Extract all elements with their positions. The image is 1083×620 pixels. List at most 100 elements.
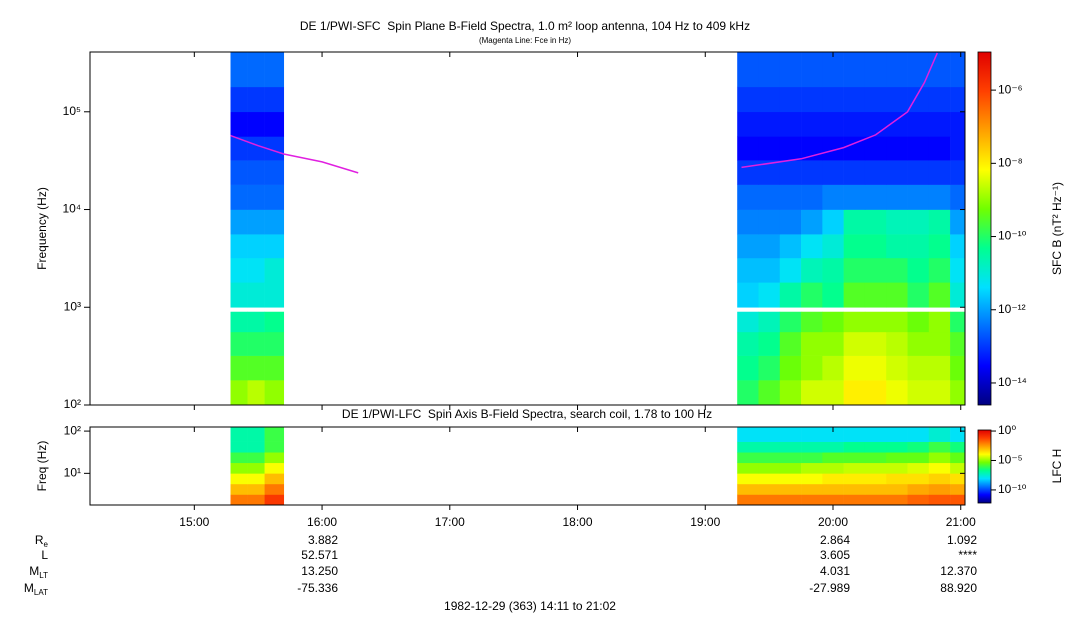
spectrogram-cell [928, 494, 951, 505]
spectrogram-cell [801, 86, 823, 113]
spectrogram-cell [843, 441, 866, 453]
spectrogram-cell [843, 184, 866, 210]
spectrogram-cell [843, 427, 866, 442]
spectrogram-cell [950, 483, 965, 495]
spectrogram-cell [264, 160, 285, 185]
x-tick-label: 21:00 [946, 515, 976, 529]
spectrogram-cell [928, 483, 951, 495]
spectrogram-cell [886, 184, 908, 210]
spectrogram-cell [822, 234, 844, 259]
spectrogram-cell [864, 331, 887, 356]
spectrogram-cell [950, 257, 965, 283]
spectrogram-cell [230, 282, 248, 308]
spectrogram-cell [907, 111, 930, 137]
plot-frame [89, 51, 966, 406]
spectrogram-cell [264, 282, 285, 308]
spectrogram-cell [801, 494, 823, 505]
spectrogram-cell [907, 331, 930, 356]
spectrogram-cell [264, 441, 285, 453]
spectrogram-cell [758, 282, 781, 308]
spectrogram-cell [801, 355, 823, 381]
spectrogram-cell [801, 160, 823, 185]
spectrogram-cell [758, 160, 781, 185]
spectrogram-cell [758, 427, 781, 442]
spectrogram-cell [843, 86, 866, 113]
spectrogram-cell [864, 473, 887, 485]
spectrogram-cell [950, 473, 965, 485]
spectrogram-cell [737, 282, 759, 308]
spectrogram-cell [907, 427, 930, 442]
ephemeris-value: 1.092 [947, 533, 977, 547]
spectrogram-cell [758, 473, 781, 485]
ephemeris-value: 13.250 [301, 564, 338, 578]
spectrogram-cell [950, 160, 965, 185]
spectrogram-cell [843, 282, 866, 308]
spectrogram-cell [864, 462, 887, 474]
spectrogram-cell [247, 483, 265, 495]
spectrogram-cell [864, 311, 887, 333]
x-tick-label: 19:00 [690, 515, 720, 529]
spectrogram-cell [230, 473, 248, 485]
spectrogram-cell [801, 184, 823, 210]
spectrogram-cell [737, 331, 759, 356]
spectrogram-cell [758, 209, 781, 235]
y-axis-label: Freq (Hz) [35, 441, 49, 492]
spectrogram-cell [758, 380, 781, 405]
spectrogram-cell [779, 52, 802, 88]
spectrogram-cell [907, 473, 930, 485]
colorbar-tick-label: 10⁰ [998, 423, 1016, 437]
spectrogram-cell [864, 483, 887, 495]
x-tick-label: 18:00 [563, 515, 593, 529]
spectrogram-cell [886, 483, 908, 495]
spectrogram-cell [230, 355, 248, 381]
spectrogram-cell [886, 427, 908, 442]
spectrogram-cell [230, 441, 248, 453]
spectrogram-cell [822, 282, 844, 308]
spectrogram-cell [737, 441, 759, 453]
spectrogram-cell [907, 452, 930, 464]
ephemeris-value: 3.605 [820, 548, 850, 562]
spectrogram-cell [886, 282, 908, 308]
spectrogram-cell [779, 473, 802, 485]
ephemeris-label: MLT [29, 564, 48, 580]
ephemeris-value: 52.571 [301, 548, 338, 562]
x-tick-label: 16:00 [307, 515, 337, 529]
spectrogram-cell [822, 111, 844, 137]
ephemeris-value: 3.882 [308, 533, 338, 547]
spectrogram-cell [928, 234, 951, 259]
spectrogram-cell [822, 483, 844, 495]
spectrogram-cell [737, 184, 759, 210]
spectrogram-cell [928, 427, 951, 442]
spectrogram-cell [779, 355, 802, 381]
spectrogram-cell [758, 311, 781, 333]
plot-frame [89, 426, 966, 506]
spectrogram-cell [264, 136, 285, 161]
ephemeris-label-main: M [24, 581, 34, 595]
spectrogram-cell [801, 282, 823, 308]
spectrogram-cell [247, 311, 265, 333]
spectrogram-cell [907, 257, 930, 283]
spectrogram-cell [737, 52, 759, 88]
spectrogram-cell [843, 311, 866, 333]
colorbar-tick-label: 10⁻⁵ [998, 453, 1023, 467]
spectrogram-cell [737, 160, 759, 185]
spectrogram-cell [886, 452, 908, 464]
spectrogram-cell [843, 452, 866, 464]
spectrogram-cell [864, 494, 887, 505]
spectrogram-cell [230, 427, 248, 442]
ephemeris-label-sub: LAT [34, 588, 48, 597]
spectrogram-cell [247, 380, 265, 405]
spectrogram-cell [822, 311, 844, 333]
spectrogram-cell [928, 462, 951, 474]
spectrogram-cell [264, 311, 285, 333]
spectrogram-cell [779, 494, 802, 505]
spectrogram-cell [247, 136, 265, 161]
spectrogram-cell [886, 136, 908, 161]
spectrogram-cell [822, 257, 844, 283]
spectrogram-cell [264, 111, 285, 137]
spectrogram-cell [264, 473, 285, 485]
spectrogram-cell [907, 494, 930, 505]
spectrogram-cell [230, 331, 248, 356]
spectrogram-cell [247, 257, 265, 283]
